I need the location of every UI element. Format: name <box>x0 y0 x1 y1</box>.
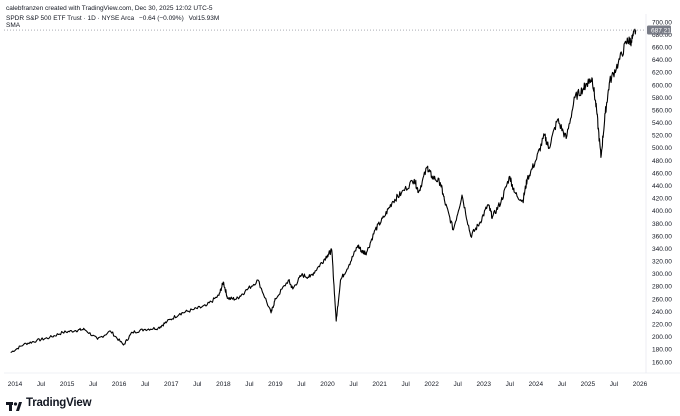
y-tick-label: 700.00 <box>652 19 672 26</box>
last-price-label: 687.21 <box>651 27 671 34</box>
y-tick-label: 680.00 <box>652 32 672 39</box>
y-tick-label: 500.00 <box>652 145 672 152</box>
y-tick-label: 400.00 <box>652 208 672 215</box>
y-tick-label: 560.00 <box>652 107 672 114</box>
x-tick-label: Jul <box>506 381 515 388</box>
sma-indicator-label[interactable]: SMA <box>6 22 21 29</box>
tradingview-logo-icon <box>6 398 22 411</box>
x-tick-label: Jul <box>454 381 463 388</box>
x-tick-label: 2018 <box>216 381 231 388</box>
y-tick-label: 180.00 <box>652 347 672 354</box>
y-tick-label: 520.00 <box>652 133 672 140</box>
last-price-badge <box>647 25 671 35</box>
x-tick-label: 2021 <box>372 381 387 388</box>
x-tick-label: 2019 <box>268 381 283 388</box>
y-tick-label: 600.00 <box>652 82 672 89</box>
x-tick-label: Jul <box>349 381 358 388</box>
symbol-title[interactable]: SPDR S&P 500 ETF Trust · 1D · NYSE Arca <box>6 15 135 22</box>
y-tick-label: 360.00 <box>652 233 672 240</box>
y-tick-label: 660.00 <box>652 44 672 51</box>
x-tick-label: Jul <box>297 381 306 388</box>
y-tick-label: 420.00 <box>652 196 672 203</box>
y-tick-label: 240.00 <box>652 309 672 316</box>
y-tick-label: 480.00 <box>652 158 672 165</box>
y-tick-label: 460.00 <box>652 170 672 177</box>
x-tick-label: Jul <box>245 381 254 388</box>
price-series-line <box>10 28 637 354</box>
volume-value: Vol15.93M <box>188 15 220 22</box>
x-tick-label: 2015 <box>60 381 75 388</box>
y-tick-label: 200.00 <box>652 334 672 341</box>
y-tick-label: 620.00 <box>652 70 672 77</box>
y-tick-label: 320.00 <box>652 259 672 266</box>
x-tick-label: Jul <box>401 381 410 388</box>
y-tick-label: 260.00 <box>652 296 672 303</box>
symbol-legend: SPDR S&P 500 ETF Trust · 1D · NYSE Arca … <box>6 15 222 23</box>
y-tick-label: 440.00 <box>652 183 672 190</box>
x-tick-label: 2014 <box>8 381 23 388</box>
tradingview-brand: TradingView <box>26 397 92 409</box>
x-tick-label: 2022 <box>424 381 439 388</box>
x-tick-label: Jul <box>193 381 202 388</box>
price-change: −0.64 (−0.09%) <box>138 15 184 22</box>
x-tick-label: 2024 <box>529 381 544 388</box>
x-tick-label: Jul <box>89 381 98 388</box>
x-tick-label: 2023 <box>477 381 492 388</box>
y-tick-label: 540.00 <box>652 120 672 127</box>
x-tick-label: Jul <box>141 381 150 388</box>
x-tick-label: Jul <box>37 381 46 388</box>
x-tick-label: Jul <box>610 381 619 388</box>
y-tick-label: 380.00 <box>652 221 672 228</box>
x-tick-label: 2020 <box>320 381 335 388</box>
x-tick-label: 2016 <box>112 381 127 388</box>
y-tick-label: 280.00 <box>652 284 672 291</box>
x-tick-label: 2026 <box>633 381 648 388</box>
y-tick-label: 640.00 <box>652 57 672 64</box>
y-tick-label: 580.00 <box>652 95 672 102</box>
x-tick-label: 2025 <box>581 381 596 388</box>
chart-attribution: calebfranzen created with TradingView.co… <box>6 5 213 12</box>
footer: TradingView <box>6 396 92 411</box>
x-tick-label: Jul <box>558 381 567 388</box>
y-tick-label: 220.00 <box>652 322 672 329</box>
y-tick-label: 160.00 <box>652 359 672 366</box>
y-tick-label: 300.00 <box>652 271 672 278</box>
x-tick-label: 2017 <box>164 381 179 388</box>
y-tick-label: 340.00 <box>652 246 672 253</box>
